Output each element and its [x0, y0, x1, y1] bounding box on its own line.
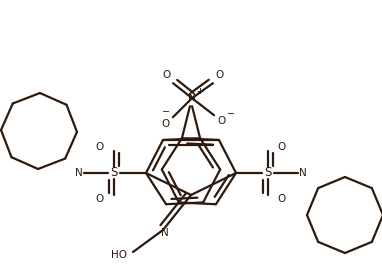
Text: −: −: [162, 107, 170, 117]
Text: N: N: [299, 168, 307, 178]
Text: S: S: [264, 166, 272, 180]
Text: +: +: [196, 87, 203, 96]
Text: N: N: [161, 228, 169, 238]
Text: O: O: [96, 142, 104, 152]
Text: O: O: [217, 116, 225, 126]
Text: N: N: [188, 93, 196, 103]
Text: HO: HO: [111, 250, 127, 260]
Text: S: S: [110, 166, 118, 180]
Text: O: O: [162, 70, 170, 80]
Text: +: +: [197, 87, 204, 96]
Text: O: O: [216, 70, 224, 80]
Text: O: O: [96, 194, 104, 204]
Text: O: O: [278, 194, 286, 204]
Text: N: N: [188, 93, 196, 103]
Text: O: O: [162, 119, 170, 129]
Text: −: −: [227, 109, 235, 119]
Text: N: N: [75, 168, 83, 178]
Text: O: O: [278, 142, 286, 152]
